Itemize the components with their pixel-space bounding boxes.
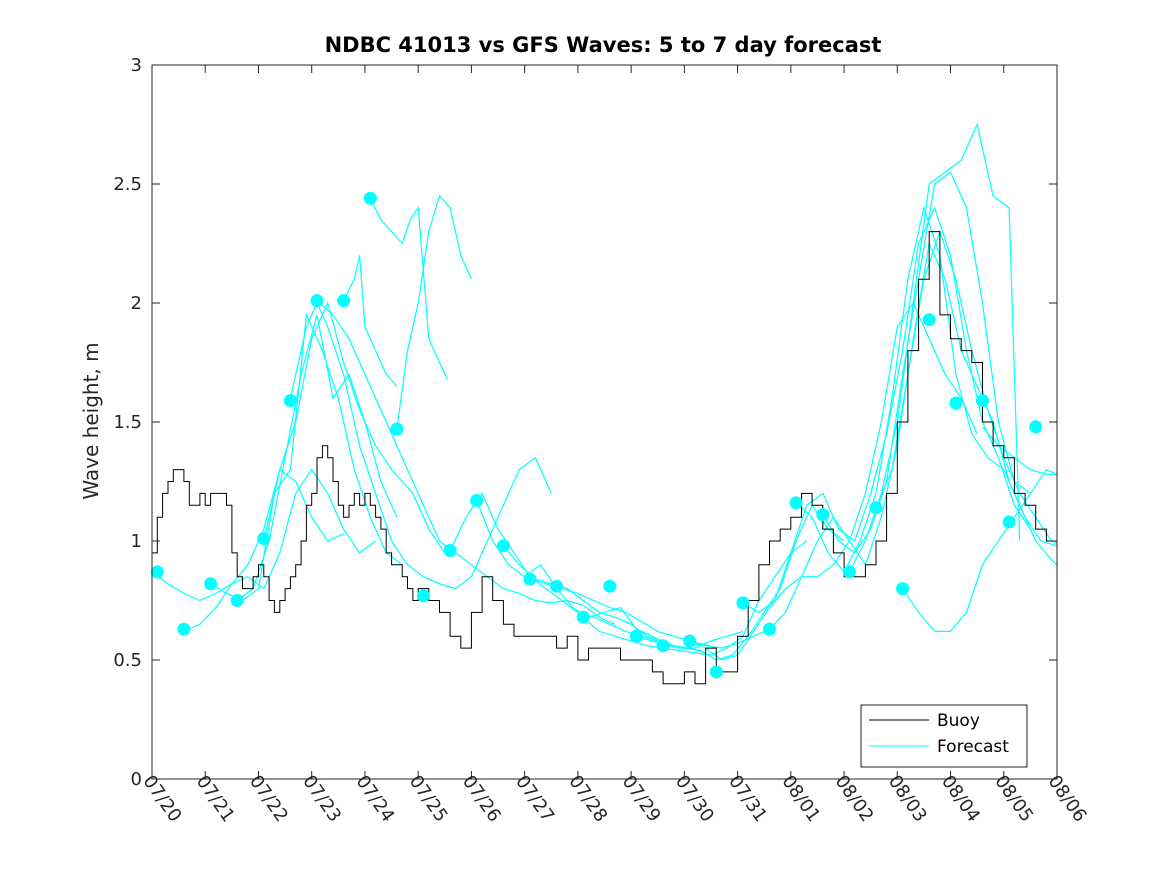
forecast-point [204, 577, 218, 591]
forecast-line-1 [151, 468, 376, 602]
forecast-line-2 [183, 468, 344, 632]
forecast-point [816, 508, 830, 522]
forecast-line-15 [582, 540, 808, 656]
forecast-point [496, 539, 510, 553]
forecast-point [523, 572, 537, 586]
buoy-line [152, 231, 1057, 685]
y-tick-label: 1 [131, 531, 142, 552]
forecast-point [949, 396, 963, 410]
forecast-point [976, 394, 989, 408]
chart-title: NDBC 41013 vs GFS Waves: 5 to 7 day fore… [325, 33, 882, 57]
forecast-line-6 [289, 301, 552, 590]
y-tick-label: 2.5 [113, 174, 142, 195]
forecast-point [177, 622, 191, 636]
forecast-point [283, 394, 297, 408]
forecast-point [550, 579, 564, 593]
forecast-point [417, 589, 430, 603]
forecast-point [603, 579, 617, 593]
forecast-point [390, 422, 404, 436]
forecast-line-4 [236, 314, 398, 601]
forecast-point [842, 565, 856, 579]
forecast-point [869, 501, 883, 515]
forecast-point [443, 544, 457, 557]
plot-area [152, 65, 1057, 779]
forecast-point [230, 594, 244, 607]
forecast-line-8 [343, 255, 398, 387]
forecast-point [337, 294, 351, 308]
forecast-point [470, 494, 484, 507]
legend: Buoy Forecast [860, 704, 1028, 768]
forecast-point [789, 496, 803, 510]
forecast-line-25 [982, 426, 1057, 475]
forecast-point [709, 665, 723, 679]
forecast-line-7 [316, 300, 616, 625]
forecast-point [150, 565, 164, 579]
forecast-line-10 [396, 194, 472, 430]
forecast-line-9 [369, 198, 449, 380]
forecast-line-24 [902, 468, 1058, 633]
y-axis-label: Wave height, m [79, 342, 103, 499]
forecast-line-16 [636, 504, 845, 661]
y-tick-label: 2 [131, 293, 142, 314]
forecast-point [683, 634, 697, 648]
forecast-point [736, 596, 750, 610]
forecast-point [763, 622, 776, 636]
forecast-point [922, 313, 936, 327]
forecast-point [576, 610, 590, 624]
legend-box [860, 704, 1028, 768]
y-tick-label: 0.5 [113, 650, 142, 671]
y-tick-label: 3 [131, 55, 142, 76]
y-tick-label: 1.5 [113, 412, 142, 433]
y-tick-label: 0 [131, 769, 142, 790]
forecast-point [257, 532, 271, 546]
forecast-point [656, 639, 670, 653]
legend-forecast-label: Forecast [937, 737, 1009, 757]
forecast-point [1002, 515, 1016, 529]
forecast-point [896, 582, 910, 596]
forecast-point [310, 294, 324, 308]
forecast-line-5 [263, 301, 446, 554]
forecast-line-21 [822, 171, 1031, 554]
series-layer [150, 122, 1058, 685]
forecast-point [1029, 420, 1043, 434]
forecast-point [629, 629, 643, 643]
forecast-point [363, 191, 377, 205]
legend-buoy-label: Buoy [937, 711, 980, 731]
